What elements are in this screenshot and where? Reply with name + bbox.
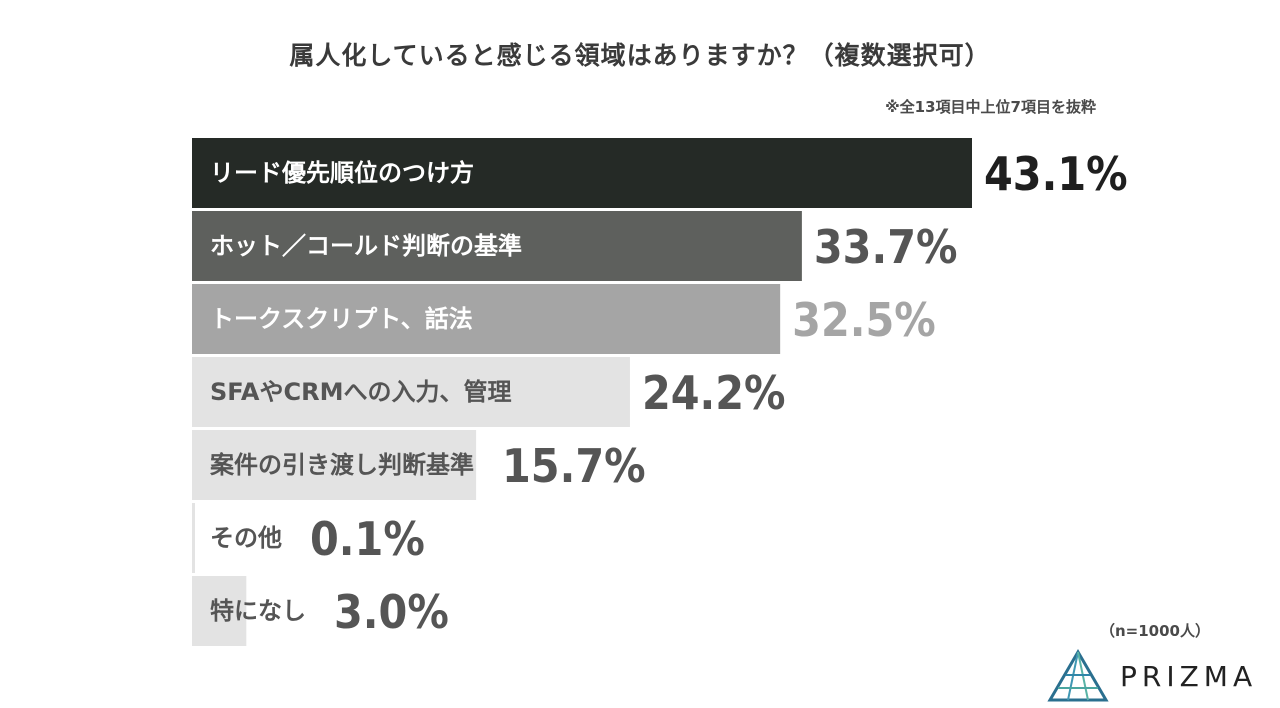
value-label: 43.1%: [984, 147, 1128, 201]
bar: [192, 503, 195, 573]
value-label: 0.1%: [310, 512, 425, 566]
category-label: ホット／コールド判断の基準: [210, 232, 522, 260]
value-label: 3.0%: [334, 585, 449, 639]
sample-size-label: （n=1000人）: [1100, 622, 1210, 640]
category-label: 特になし: [210, 597, 306, 625]
chart-note: ※全13項目中上位7項目を抜粋: [885, 98, 1096, 116]
value-label: 32.5%: [792, 293, 936, 347]
value-label: 15.7%: [502, 439, 646, 493]
category-label: 案件の引き渡し判断基準: [209, 451, 474, 479]
brand-name: PRIZMA: [1120, 660, 1258, 693]
prizma-logo-icon: [1047, 649, 1109, 702]
chart-title: 属人化していると感じる領域はありますか？（複数選択可）: [289, 41, 991, 70]
bar: [192, 284, 781, 354]
bar: [192, 357, 630, 427]
prizma-logo: PRIZMA: [1046, 648, 1266, 704]
bar: [192, 576, 247, 646]
category-label: リード優先順位のつけ方: [210, 159, 474, 187]
category-label: その他: [210, 524, 282, 552]
value-label: 24.2%: [642, 366, 786, 420]
bar: [192, 430, 477, 500]
category-label: トークスクリプト、話法: [210, 305, 473, 333]
value-label: 33.7%: [814, 220, 958, 274]
bar: [192, 138, 972, 208]
category-label: SFAやCRMへの入力、管理: [210, 378, 511, 406]
bar: [192, 211, 802, 281]
